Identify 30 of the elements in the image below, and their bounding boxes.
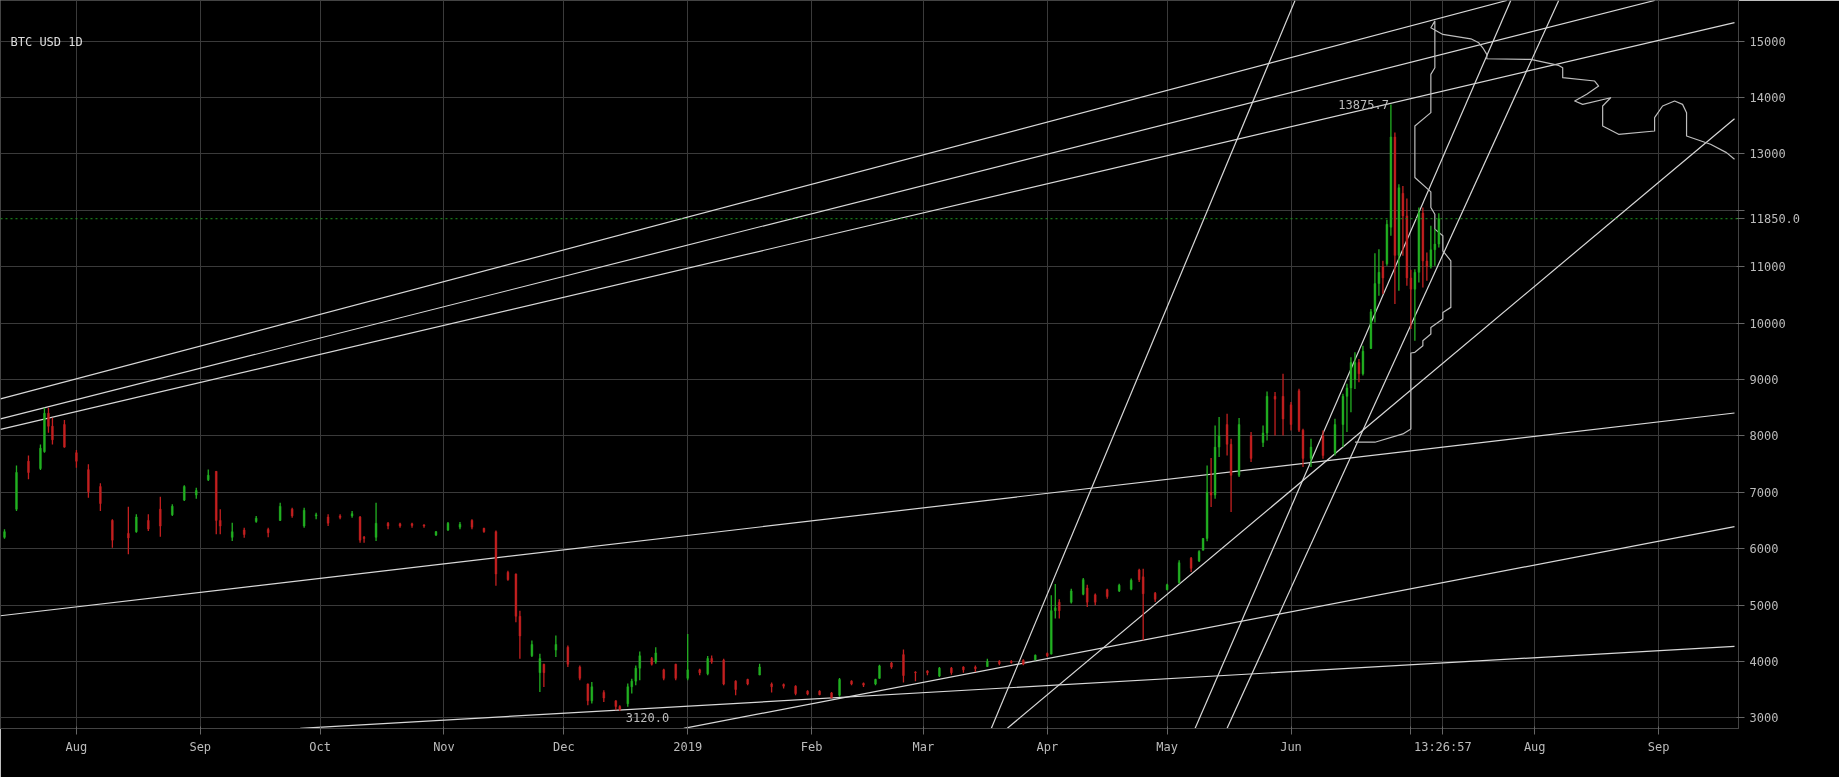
x-tick-label: Jun bbox=[1280, 739, 1302, 754]
x-tick-label: 13:26:57 bbox=[1413, 739, 1472, 754]
y-tick-label: 4000 bbox=[1749, 654, 1779, 669]
y-tick-label: 11000 bbox=[1749, 260, 1786, 275]
annotation: 3120.0 bbox=[625, 711, 670, 726]
x-tick-label: 2019 bbox=[673, 739, 703, 754]
x-tick-label: Apr bbox=[1036, 739, 1059, 754]
ref-line-label: 11850.0 bbox=[1749, 212, 1801, 227]
text: BTC USD 1D bbox=[10, 34, 83, 49]
x-tick-label: Oct bbox=[309, 739, 331, 754]
x-tick-label: Sep bbox=[1647, 739, 1670, 754]
x-tick-label: Aug bbox=[65, 739, 88, 754]
x-tick-label: Sep bbox=[189, 739, 212, 754]
y-tick-label: 14000 bbox=[1749, 90, 1786, 105]
x-tick-label: May bbox=[1156, 739, 1179, 754]
y-tick-label: 10000 bbox=[1749, 316, 1786, 331]
y-tick-label: 13000 bbox=[1749, 147, 1786, 162]
annotation: 13875.7 bbox=[1338, 98, 1389, 112]
y-tick-label: 9000 bbox=[1749, 372, 1779, 387]
y-tick-label: 15000 bbox=[1749, 34, 1786, 49]
y-tick-label: 8000 bbox=[1749, 429, 1779, 444]
x-tick-label: Nov bbox=[433, 739, 455, 754]
x-tick-label: Aug bbox=[1523, 739, 1546, 754]
x-tick-label: Feb bbox=[800, 739, 823, 754]
y-tick-label: 3000 bbox=[1749, 711, 1779, 726]
y-tick-label: 7000 bbox=[1749, 485, 1779, 500]
x-tick-label: Dec bbox=[553, 739, 575, 754]
y-tick-label: 6000 bbox=[1749, 542, 1779, 557]
y-tick-label: 5000 bbox=[1749, 598, 1779, 613]
x-tick-label: Mar bbox=[912, 739, 935, 754]
